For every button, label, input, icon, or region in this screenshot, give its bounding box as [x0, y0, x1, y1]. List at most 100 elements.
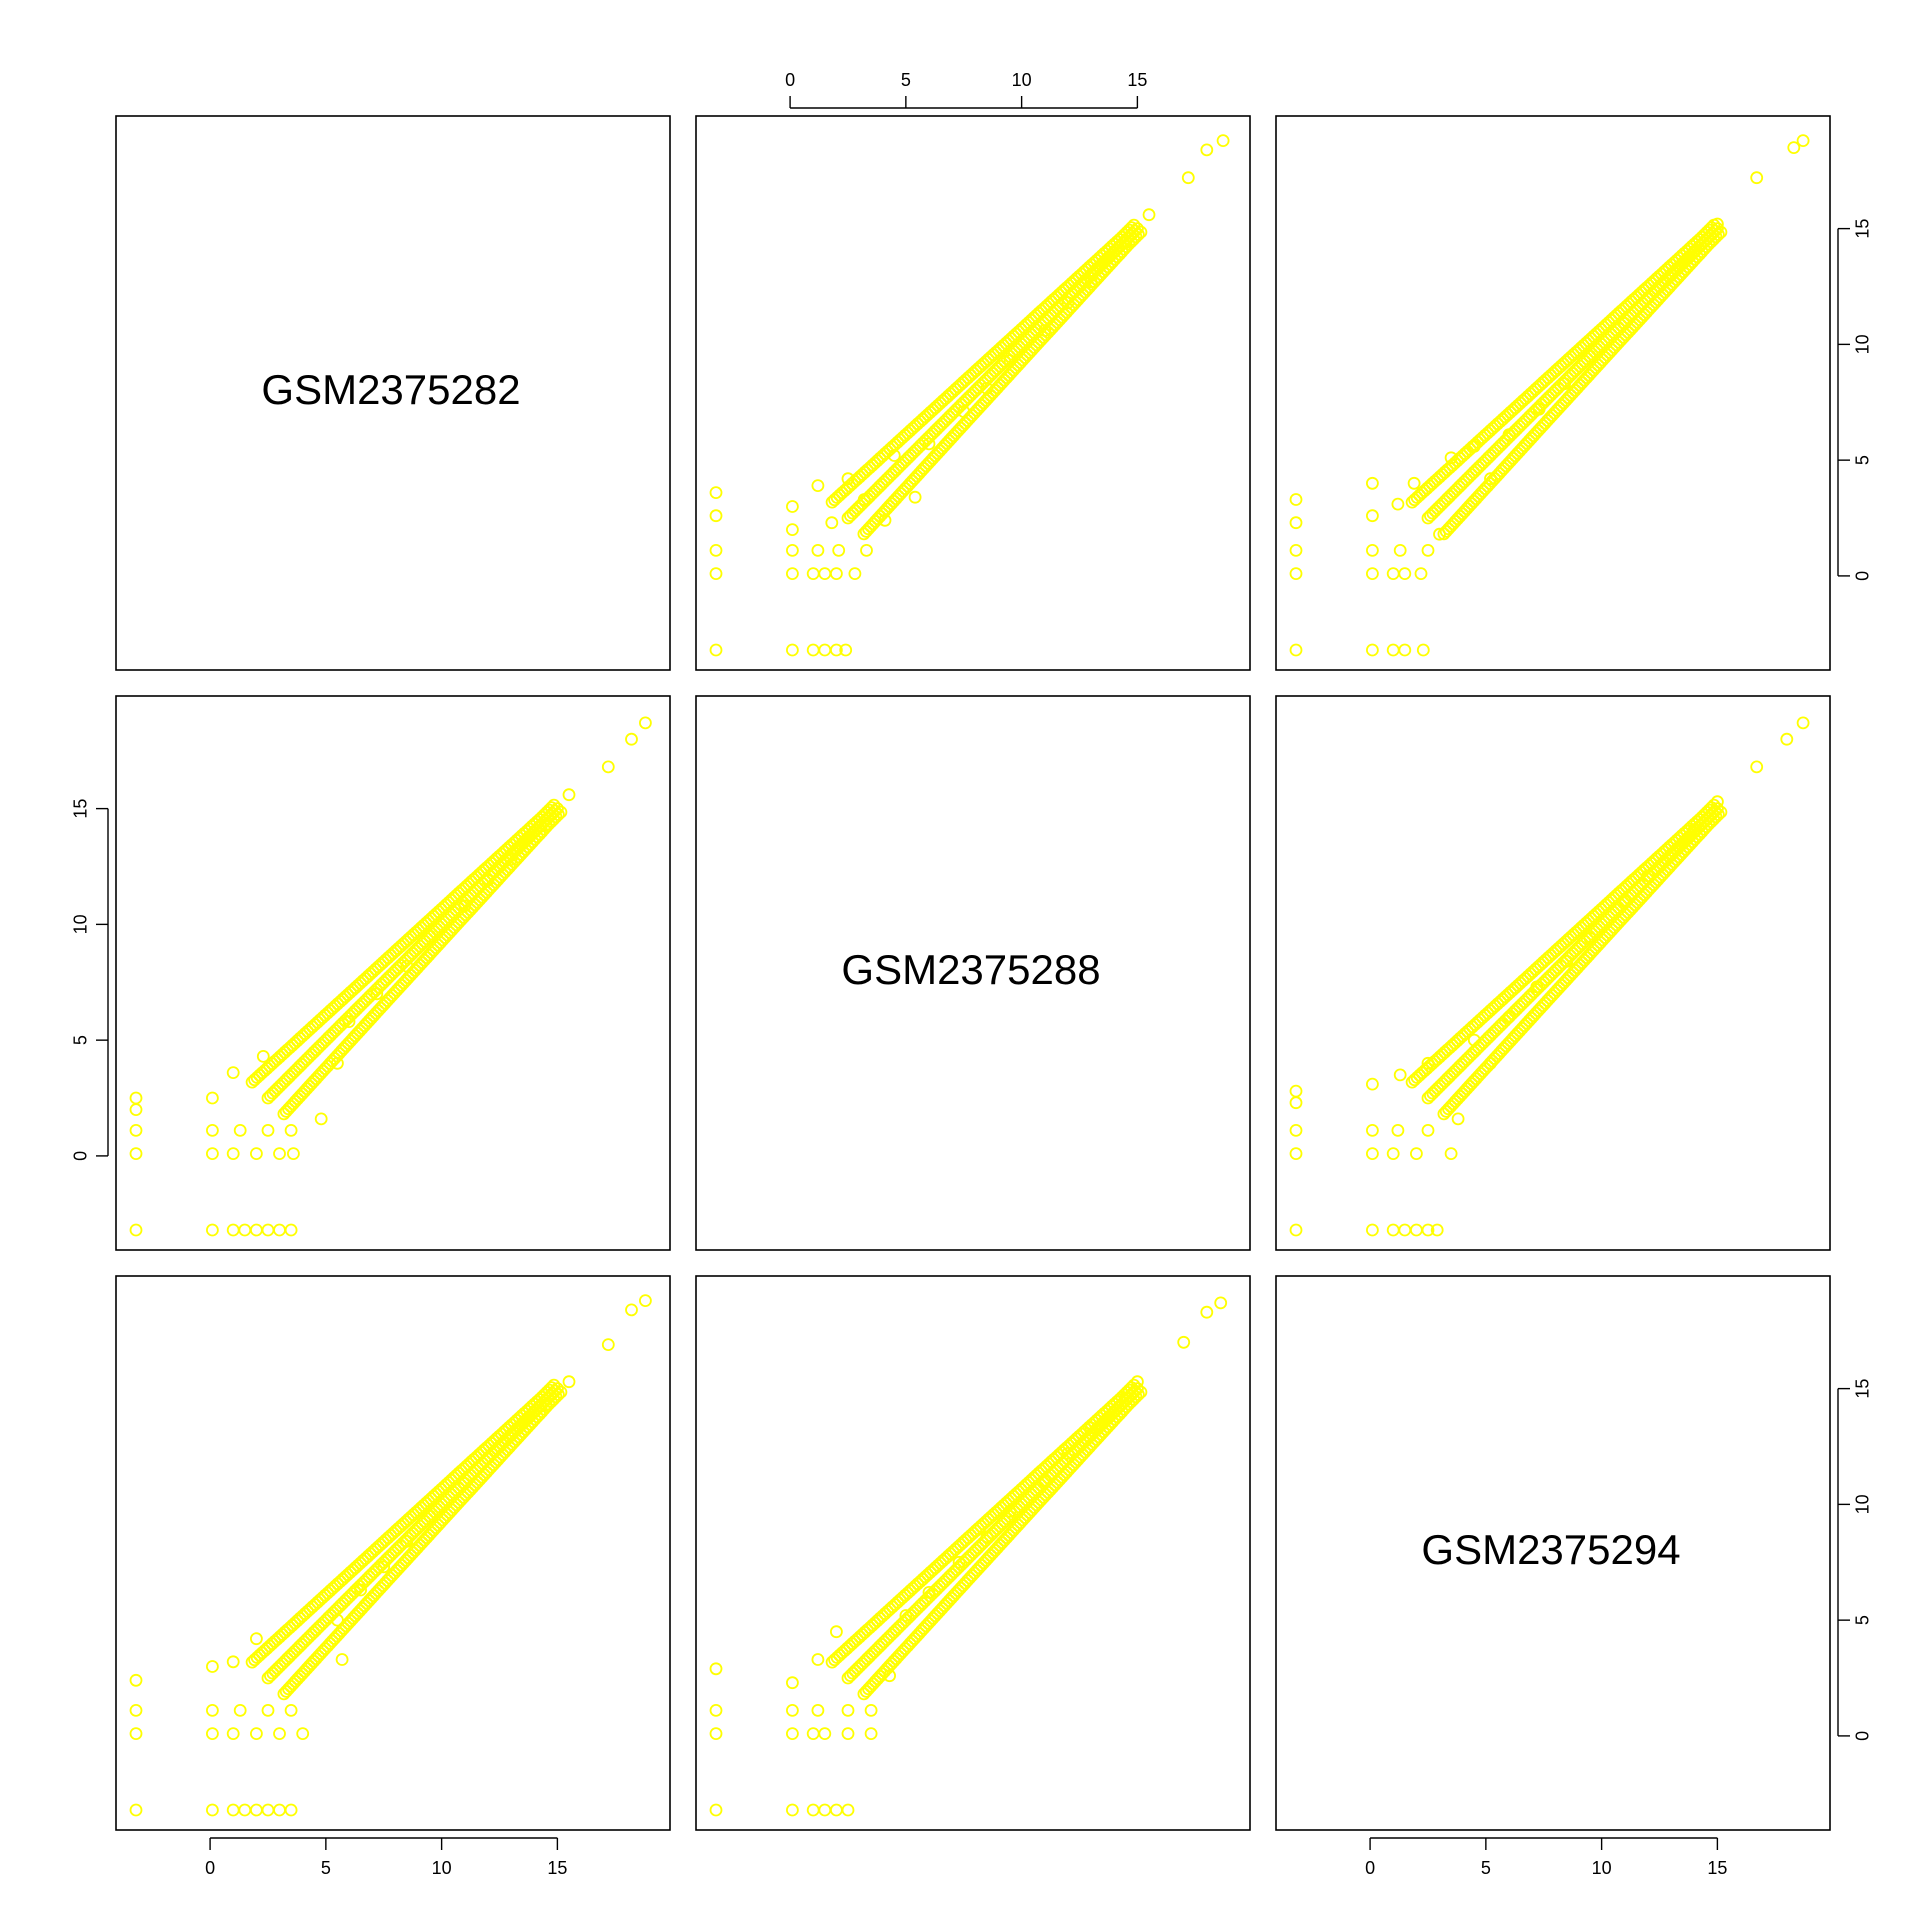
data-point: [314, 1112, 328, 1126]
data-point: [1393, 1068, 1407, 1082]
data-point: [1410, 1147, 1423, 1160]
data-point: [806, 643, 820, 657]
data-point: [709, 567, 723, 580]
data-point: [548, 1384, 562, 1398]
data-point: [1421, 1223, 1435, 1237]
data-point: [1127, 1378, 1141, 1392]
tick-label: 15: [1707, 1858, 1727, 1878]
data-point: [1708, 804, 1722, 818]
data-point: [601, 1338, 615, 1351]
data-point: [129, 1124, 143, 1137]
data-point: [562, 788, 576, 802]
data-point: [786, 567, 799, 580]
top-axis-gsm2375288: 0 5 10 15: [785, 70, 1147, 109]
data-point: [786, 1704, 799, 1717]
tick-label: 10: [1592, 1858, 1612, 1878]
data-point: [625, 732, 638, 746]
data-point: [1289, 1096, 1303, 1110]
data-point: [1398, 567, 1412, 580]
data-point: [1750, 171, 1764, 185]
tick-label: 5: [1853, 455, 1873, 465]
data-point: [625, 1303, 638, 1317]
tick-label: 15: [1853, 219, 1873, 239]
data-point: [1393, 544, 1407, 557]
panel-frame-r1-c2: [1275, 695, 1831, 1251]
data-point: [1398, 643, 1412, 657]
data-point: [1410, 1223, 1423, 1237]
data-point: [1708, 224, 1722, 238]
data-point: [1391, 1124, 1405, 1137]
data-point: [786, 1676, 799, 1690]
data-point: [1421, 1124, 1435, 1137]
data-point: [1444, 1147, 1458, 1160]
data-point: [205, 1704, 219, 1717]
data-point: [249, 1632, 263, 1646]
data-point: [284, 1704, 298, 1717]
data-point: [226, 1803, 240, 1817]
data-point: [226, 1066, 240, 1079]
tick-label: 0: [205, 1858, 215, 1878]
data-point: [273, 1803, 286, 1817]
panel-frame-r0-c2: [1275, 115, 1831, 671]
data-point: [256, 1050, 270, 1063]
data-point: [335, 1653, 349, 1666]
data-point: [1707, 798, 1721, 812]
data-point: [233, 1704, 247, 1717]
data-point: [238, 1223, 252, 1237]
data-point: [839, 643, 853, 657]
data-point: [562, 1375, 576, 1389]
data-point: [1796, 134, 1810, 148]
data-point: [273, 1727, 286, 1740]
panel-frame-r2-c0: [115, 1275, 671, 1831]
tick-label: 15: [1127, 70, 1147, 90]
data-point: [1177, 1335, 1191, 1349]
data-point: [273, 1223, 286, 1237]
data-point: [1128, 224, 1142, 238]
tick-label: 5: [901, 70, 911, 90]
data-point: [226, 1223, 240, 1237]
data-point: [547, 798, 561, 812]
data-point: [1216, 134, 1230, 148]
tick-label: 10: [1853, 334, 1873, 354]
data-point: [286, 1147, 300, 1160]
data-point: [547, 1378, 561, 1392]
data-point: [832, 544, 846, 557]
data-point: [284, 1803, 298, 1817]
data-point: [709, 509, 723, 523]
bottom-axis-gsm2375282: 0 5 10 15: [205, 1837, 567, 1878]
data-point: [818, 1727, 832, 1740]
data-point: [639, 716, 652, 730]
tick-label: 10: [432, 1858, 452, 1878]
data-point: [205, 1223, 219, 1237]
data-point: [811, 544, 825, 557]
data-point: [1366, 1223, 1379, 1237]
data-point: [1200, 1305, 1214, 1319]
scatter-panel-r0-c2: [1289, 134, 1810, 657]
data-point: [1289, 544, 1303, 557]
data-point: [1421, 544, 1435, 557]
left-axis-gsm2375288: 0 5 10 15: [71, 799, 109, 1161]
data-point: [129, 1803, 143, 1817]
data-point: [1142, 208, 1156, 222]
panel-frame-r1-c1: [695, 695, 1251, 1251]
data-point: [129, 1147, 143, 1160]
panel-frame-r1-c0: [115, 695, 671, 1251]
data-point: [811, 479, 825, 493]
panel-frame-r2-c1: [695, 1275, 1251, 1831]
data-point: [273, 1147, 286, 1160]
data-point: [129, 1091, 143, 1105]
data-point: [129, 1103, 143, 1116]
data-point: [1366, 1124, 1379, 1137]
data-point: [908, 490, 922, 504]
data-point: [1714, 225, 1728, 239]
data-point: [1289, 1147, 1303, 1160]
data-point: [841, 1727, 855, 1740]
tick-label: 10: [71, 914, 91, 934]
data-point: [261, 1803, 275, 1817]
data-point: [786, 1803, 799, 1817]
data-point: [830, 1625, 843, 1639]
data-point: [205, 1660, 219, 1673]
data-point: [238, 1803, 252, 1817]
data-point: [848, 567, 862, 580]
